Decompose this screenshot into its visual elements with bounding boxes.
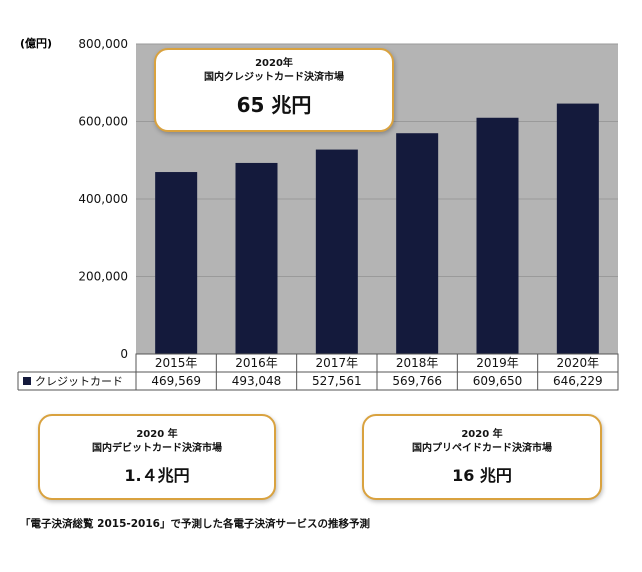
prepaid-callout-title: 国内プリペイドカード決済市場 (412, 443, 552, 454)
bar-2020年 (556, 103, 599, 354)
credit-callout-value: 65 兆円 (236, 93, 312, 117)
data-value-label: 527,561 (312, 374, 362, 388)
data-value-label: 493,048 (232, 374, 282, 388)
bar-2019年 (476, 117, 519, 355)
y-tick-label: 200,000 (78, 270, 128, 284)
x-tick-label: 2020年 (557, 356, 600, 370)
y-tick-label: 400,000 (78, 192, 128, 206)
prepaid-callout-value: 16 兆円 (452, 466, 512, 485)
x-tick-label: 2016年 (235, 356, 278, 370)
source-note: 「電子決済総覧 2015-2016」で予測した各電子決済サービスの推移予測 (20, 518, 370, 530)
y-tick-label: 0 (120, 347, 128, 361)
legend-label: クレジットカード (35, 375, 123, 388)
x-tick-label: 2019年 (476, 356, 519, 370)
prepaid-callout-year: 2020 年 (461, 429, 503, 440)
y-tick-label: 800,000 (78, 37, 128, 51)
bar-2015年 (155, 172, 198, 354)
bar-2016年 (235, 162, 278, 354)
data-value-label: 569,766 (392, 374, 442, 388)
data-value-label: 646,229 (553, 374, 603, 388)
debit-callout-year: 2020 年 (136, 429, 178, 440)
y-unit-label: (億円) (20, 36, 52, 50)
x-tick-label: 2015年 (155, 356, 198, 370)
credit-callout-year: 2020年 (255, 58, 293, 69)
debit-callout-value: 1.４兆円 (124, 466, 190, 485)
bar-2018年 (396, 133, 439, 354)
data-value-label: 469,569 (151, 374, 201, 388)
x-tick-label: 2018年 (396, 356, 439, 370)
data-value-label: 609,650 (473, 374, 523, 388)
credit-market-callout: 2020年 国内クレジットカード決済市場 65 兆円 (154, 48, 394, 132)
debit-callout-title: 国内デビットカード決済市場 (92, 443, 222, 454)
x-tick-label: 2017年 (316, 356, 359, 370)
y-tick-label: 600,000 (78, 115, 128, 129)
debit-market-callout: 2020 年 国内デビットカード決済市場 1.４兆円 (38, 414, 276, 500)
credit-callout-title: 国内クレジットカード決済市場 (204, 72, 344, 83)
bar-2017年 (315, 149, 358, 354)
prepaid-market-callout: 2020 年 国内プリペイドカード決済市場 16 兆円 (362, 414, 602, 500)
legend-swatch (23, 377, 31, 385)
